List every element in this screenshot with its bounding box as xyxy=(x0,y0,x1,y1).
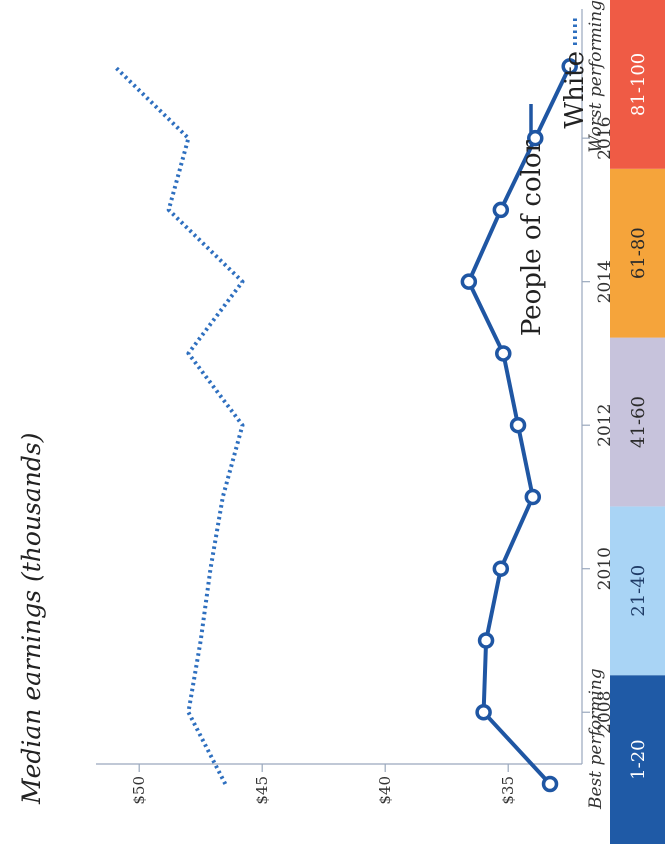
data-point xyxy=(477,632,495,649)
data-point xyxy=(527,129,544,147)
series-layer xyxy=(113,58,578,793)
scale-bin xyxy=(610,675,665,844)
legend-label-white: White xyxy=(560,51,590,129)
scale-bin-label: 81-100 xyxy=(628,53,649,116)
scale-worst-label: Worst performing xyxy=(586,0,606,153)
y-tick-label: $35 xyxy=(499,776,517,805)
scale-best-label: Best performing xyxy=(586,668,606,810)
scale-bin-label: 21-40 xyxy=(628,565,649,617)
data-point xyxy=(541,775,559,793)
scale-bin-label: 41-60 xyxy=(628,396,649,448)
scale-bin xyxy=(610,337,665,507)
legend-label-people-of-color: People of color xyxy=(517,139,547,336)
data-point xyxy=(475,703,492,721)
data-point xyxy=(509,416,527,434)
scale-bin xyxy=(610,506,665,676)
data-point xyxy=(460,273,478,290)
data-point xyxy=(492,560,510,577)
legend: People of color White xyxy=(517,18,590,336)
data-point xyxy=(492,201,510,219)
y-tick-label: $45 xyxy=(253,776,271,805)
scale-bin xyxy=(610,0,665,169)
y-tick-label: $40 xyxy=(376,776,394,805)
scale-bin xyxy=(610,168,665,338)
scale-bin-label: 61-80 xyxy=(628,227,649,279)
data-point xyxy=(561,58,578,75)
chart-title: Median earnings (thousands) xyxy=(17,433,46,805)
data-point xyxy=(524,488,542,506)
series-line-white xyxy=(113,64,245,785)
performance-scale: Best performing Worst performing 1-20 21-40… xyxy=(586,0,665,844)
scale-bin-label: 1-20 xyxy=(628,739,649,779)
data-point xyxy=(495,345,512,362)
y-tick-label: $50 xyxy=(130,776,148,805)
